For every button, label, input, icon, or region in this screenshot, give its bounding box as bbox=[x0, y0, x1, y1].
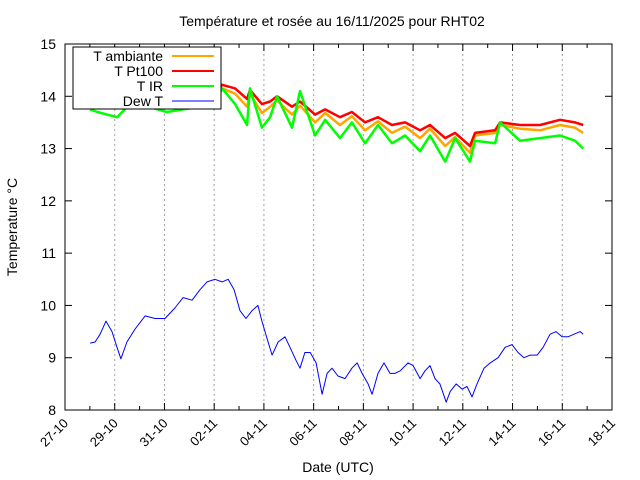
y-tick-label: 15 bbox=[40, 36, 56, 52]
y-tick-label: 8 bbox=[48, 402, 56, 418]
y-tick-label: 13 bbox=[40, 141, 56, 157]
y-tick-label: 11 bbox=[41, 245, 56, 261]
x-tick-label: 12-11 bbox=[435, 416, 468, 449]
y-tick-label: 10 bbox=[40, 297, 56, 313]
y-tick-label: 9 bbox=[48, 350, 56, 366]
legend-label: T ambiante bbox=[93, 48, 163, 64]
x-tick-label: 04-11 bbox=[237, 416, 270, 449]
x-tick-label: 02-11 bbox=[187, 416, 220, 449]
legend-label: T IR bbox=[137, 78, 163, 94]
x-tick-label: 08-11 bbox=[336, 416, 369, 449]
grid bbox=[114, 44, 563, 410]
x-axis-label: Date (UTC) bbox=[302, 459, 374, 475]
x-tick-label: 18-11 bbox=[585, 416, 618, 449]
x-tick-label: 31-10 bbox=[136, 416, 170, 450]
series-line-dew-t bbox=[89, 278, 584, 403]
y-tick-label: 14 bbox=[40, 88, 56, 104]
legend-label: Dew T bbox=[123, 93, 164, 109]
x-tick-label: 16-11 bbox=[535, 416, 568, 449]
y-tick-label: 12 bbox=[40, 193, 56, 209]
x-tick-label: 14-11 bbox=[485, 416, 518, 449]
legend-label: T Pt100 bbox=[114, 63, 163, 79]
x-tick-label: 06-11 bbox=[286, 416, 319, 449]
chart-title: Température et rosée au 16/11/2025 pour … bbox=[179, 13, 485, 29]
y-axis-label: Temperature °C bbox=[4, 178, 20, 276]
x-tick-label: 27-10 bbox=[37, 416, 71, 450]
x-tick-label: 29-10 bbox=[87, 416, 121, 450]
x-tick-label: 10-11 bbox=[386, 416, 419, 449]
